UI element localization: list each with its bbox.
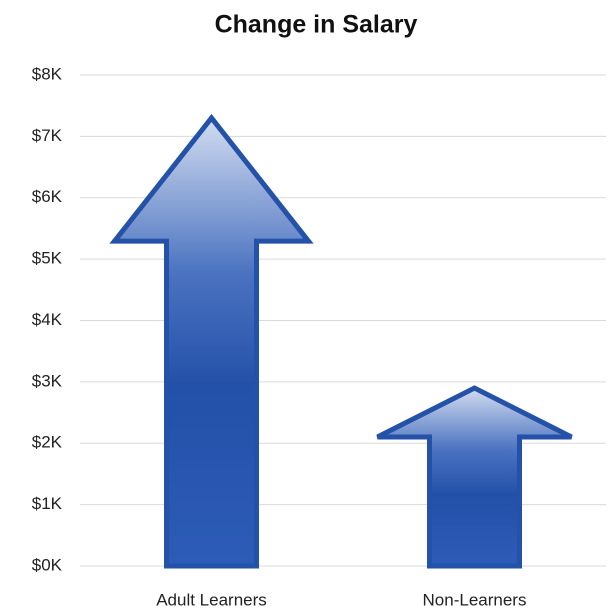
y-tick-label: $5K	[32, 249, 63, 268]
y-tick-label: $4K	[32, 310, 63, 329]
bar	[376, 385, 573, 569]
y-tick-label: $6K	[32, 187, 63, 206]
bar	[109, 113, 314, 569]
y-tick-label: $1K	[32, 494, 63, 513]
y-tick-label: $2K	[32, 433, 63, 452]
x-tick-label: Non-Learners	[423, 590, 527, 609]
y-tick-label: $3K	[32, 371, 63, 390]
chart-title: Change in Salary	[215, 11, 418, 39]
y-tick-label: $0K	[32, 555, 63, 574]
y-tick-label: $8K	[32, 64, 63, 83]
x-tick-label: Adult Learners	[156, 590, 267, 609]
y-tick-label: $7K	[32, 126, 63, 145]
